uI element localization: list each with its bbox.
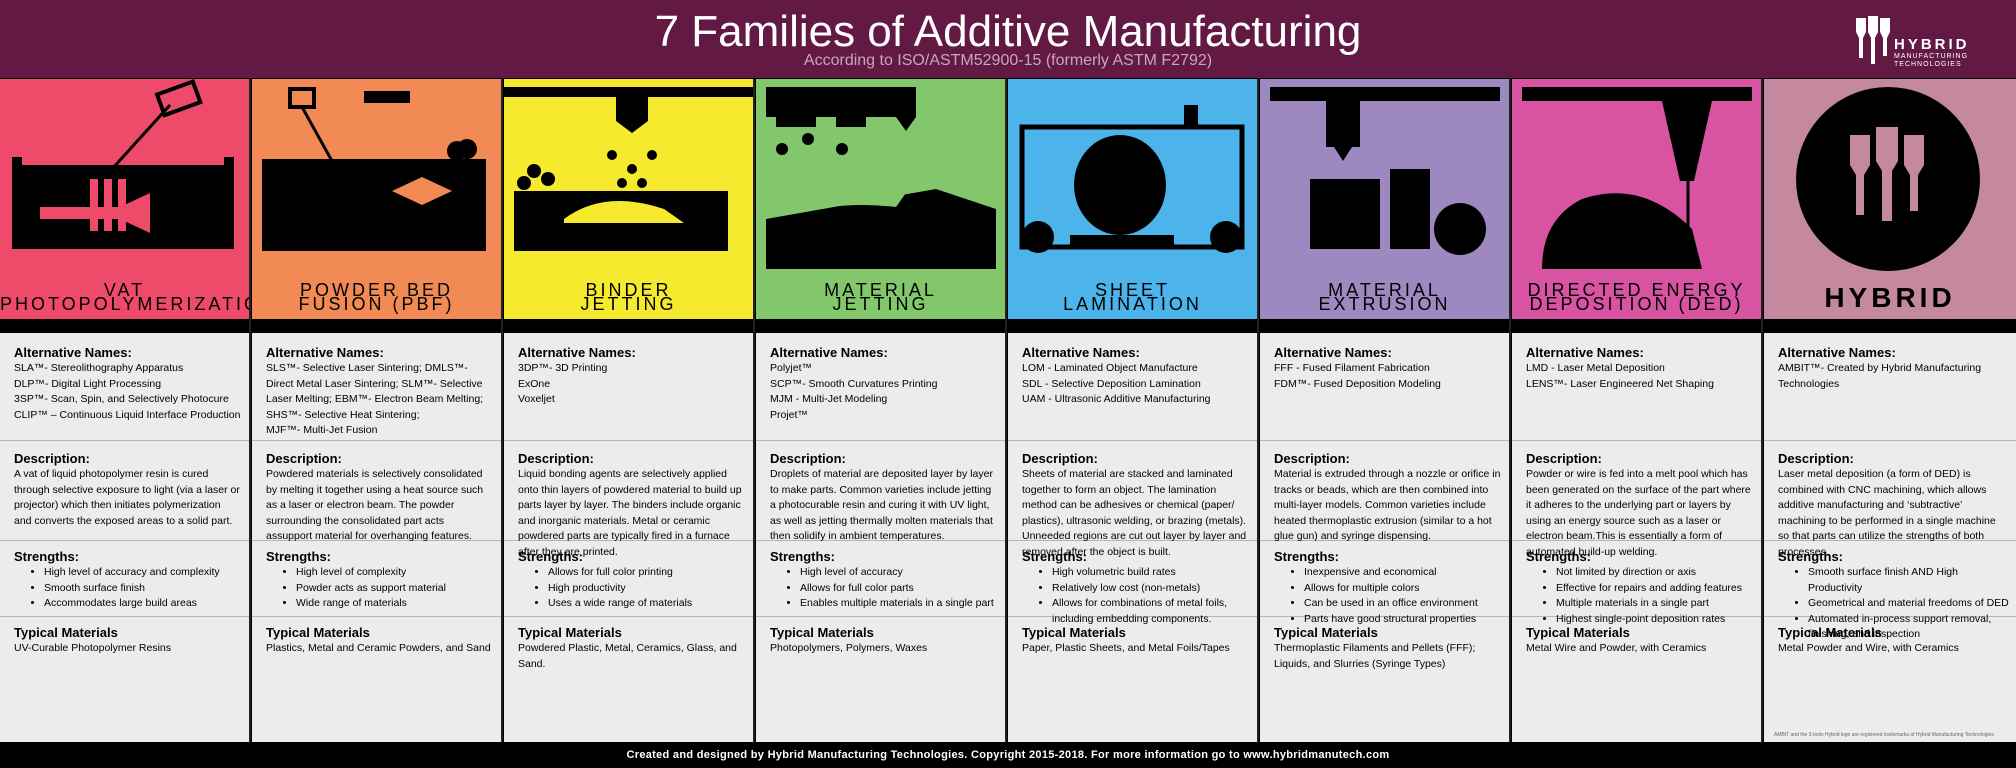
logo-subtext: MANUFACTURING TECHNOLOGIES: [1894, 53, 1969, 68]
family-label: SHEET LAMINATION: [1008, 277, 1257, 319]
alternative-names-section: Alternative Names: AMBIT™- Created by Hy…: [1764, 333, 2016, 441]
alternative-names-section: Alternative Names: LOM - Laminated Objec…: [1008, 333, 1257, 441]
family-label: VAT PHOTOPOLYMERIZATION: [0, 277, 274, 319]
family-info-panel: Alternative Names: LOM - Laminated Objec…: [1008, 333, 1257, 742]
family-label: MATERIAL EXTRUSION: [1260, 277, 1509, 319]
alternative-names-section: Alternative Names: Polyjet™ SCP™- Smooth …: [756, 333, 1005, 441]
strengths-section: Strengths: High level of accuracyAllows …: [756, 541, 1005, 617]
strengths-section: Strengths: Allows for full color printin…: [504, 541, 753, 617]
chevron-divider: [1260, 319, 1509, 335]
family-label: DIRECTED ENERGY DEPOSITION (DED): [1512, 277, 1761, 319]
strengths-section: Strengths: Not limited by direction or a…: [1512, 541, 1761, 625]
families-grid: VAT PHOTOPOLYMERIZATION Alternative Names…: [0, 79, 2016, 742]
chevron-divider: [1008, 319, 1257, 335]
family-info-panel: Alternative Names: SLS™- Selective Laser…: [252, 333, 501, 742]
chevron-divider: [0, 319, 249, 335]
alternative-names-section: Alternative Names: SLS™- Selective Laser…: [252, 333, 501, 441]
strengths-section: Strengths: Smooth surface finish AND Hig…: [1764, 541, 2016, 640]
hybrid-illustration: [1764, 79, 2016, 277]
typical-materials-section: Typical Materials Plastics, Metal and Ce…: [266, 625, 491, 654]
alternative-names-section: Alternative Names: LMD - Laser Metal Dep…: [1512, 333, 1761, 441]
family-column-directed-energy-deposition: DIRECTED ENERGY DEPOSITION (DED) Alternat…: [1512, 79, 1761, 742]
family-info-panel: Alternative Names: Polyjet™ SCP™- Smooth …: [756, 333, 1005, 742]
family-column-material-jetting: MATERIAL JETTING Alternative Names: Polyj…: [756, 79, 1005, 742]
family-column-powder-bed-fusion: POWDER BED FUSION (PBF) Alternative Names…: [252, 79, 501, 742]
header-banner: 7 Families of Additive Manufacturing Acc…: [0, 0, 2016, 78]
alternative-names-section: Alternative Names: SLA™- Stereolithograp…: [0, 333, 249, 441]
column-separator: [1005, 79, 1007, 742]
typical-materials-section: Typical Materials Metal Powder and Wire,…: [1778, 625, 1959, 654]
family-column-material-extrusion: MATERIAL EXTRUSION Alternative Names: FFF…: [1260, 79, 1509, 742]
column-separator: [1257, 79, 1259, 742]
typical-materials-section: Typical Materials Photopolymers, Polymer…: [770, 625, 928, 654]
family-label: HYBRID: [1764, 277, 2016, 319]
chevron-divider: [1512, 319, 1761, 335]
description-section: Description: A vat of liquid photopolyme…: [0, 441, 249, 541]
page-title: 7 Families of Additive Manufacturing: [654, 7, 1362, 56]
family-info-panel: Alternative Names: LMD - Laser Metal Dep…: [1512, 333, 1761, 742]
description-section: Description: Droplets of material are de…: [756, 441, 1005, 542]
chevron-divider: [756, 319, 1005, 335]
family-column-binder-jetting: BINDER JETTING Alternative Names: 3DP™- 3…: [504, 79, 753, 742]
family-info-panel: Alternative Names: AMBIT™- Created by Hy…: [1764, 333, 2016, 742]
material-jetting-illustration: [756, 79, 1005, 277]
chevron-divider: [1764, 319, 2016, 335]
trademark-note: AMBIT and the 3-tools Hybrid logo are re…: [1774, 732, 1994, 738]
typical-materials-section: Typical Materials Paper, Plastic Sheets,…: [1022, 625, 1230, 654]
vat-illustration: [0, 79, 249, 277]
family-column-vat-photopolymerization: VAT PHOTOPOLYMERIZATION Alternative Names…: [0, 79, 274, 742]
description-section: Description: Sheets of material are stac…: [1008, 441, 1257, 558]
column-separator: [753, 79, 755, 742]
family-info-panel: Alternative Names: FFF - Fused Filament …: [1260, 333, 1509, 742]
column-separator: [249, 79, 251, 742]
family-label: MATERIAL JETTING: [756, 277, 1005, 319]
description-section: Description: Material is extruded throug…: [1260, 441, 1509, 542]
binder-jetting-illustration: [504, 79, 753, 277]
pbf-illustration: [252, 79, 501, 277]
description-section: Description: Powder or wire is fed into …: [1512, 441, 1761, 558]
family-info-panel: Alternative Names: SLA™- Stereolithograp…: [0, 333, 249, 742]
typical-materials-section: Typical Materials Metal Wire and Powder,…: [1526, 625, 1707, 654]
material-extrusion-illustration: [1260, 79, 1509, 277]
strengths-section: Strengths: High volumetric build ratesRe…: [1008, 541, 1257, 625]
typical-materials-section: Typical Materials Thermoplastic Filament…: [1274, 625, 1476, 670]
typical-materials-section: Typical Materials Powdered Plastic, Meta…: [518, 625, 737, 670]
strengths-section: Strengths: High level of complexityPowde…: [252, 541, 501, 617]
strengths-section: Strengths: Inexpensive and economicalAll…: [1260, 541, 1509, 625]
ded-illustration: [1512, 79, 1761, 277]
page-subtitle: According to ISO/ASTM52900-15 (formerly …: [803, 52, 1213, 69]
family-column-hybrid: HYBRID Alternative Names: AMBIT™- Create…: [1764, 79, 2016, 742]
column-separator: [1509, 79, 1511, 742]
family-label: POWDER BED FUSION (PBF): [252, 277, 501, 319]
hybrid-tools-icon: [1856, 16, 1890, 64]
strengths-section: Strengths: High level of accuracy and co…: [0, 541, 249, 617]
chevron-divider: [252, 319, 501, 335]
typical-materials-section: Typical Materials UV-Curable Photopolyme…: [14, 625, 171, 654]
family-column-sheet-lamination: SHEET LAMINATION Alternative Names: LOM -…: [1008, 79, 1257, 742]
description-section: Description: Powdered materials is selec…: [252, 441, 501, 542]
family-info-panel: Alternative Names: 3DP™- 3D Printing ExOn…: [504, 333, 753, 742]
alternative-names-section: Alternative Names: 3DP™- 3D Printing ExOn…: [504, 333, 753, 441]
sheet-lamination-illustration: [1008, 79, 1257, 277]
description-section: Description: Laser metal deposition (a f…: [1764, 441, 2016, 558]
hybrid-logo: HYBRID MANUFACTURING TECHNOLOGIES: [1850, 12, 2000, 72]
logo-word: HYBRID: [1894, 36, 1970, 53]
column-separator: [1761, 79, 1763, 742]
column-separator: [501, 79, 503, 742]
description-section: Description: Liquid bonding agents are s…: [504, 441, 753, 558]
footer-credit: Created and designed by Hybrid Manufactu…: [0, 742, 2016, 768]
chevron-divider: [504, 319, 753, 335]
alternative-names-section: Alternative Names: FFF - Fused Filament …: [1260, 333, 1509, 441]
family-label: BINDER JETTING: [504, 277, 753, 319]
